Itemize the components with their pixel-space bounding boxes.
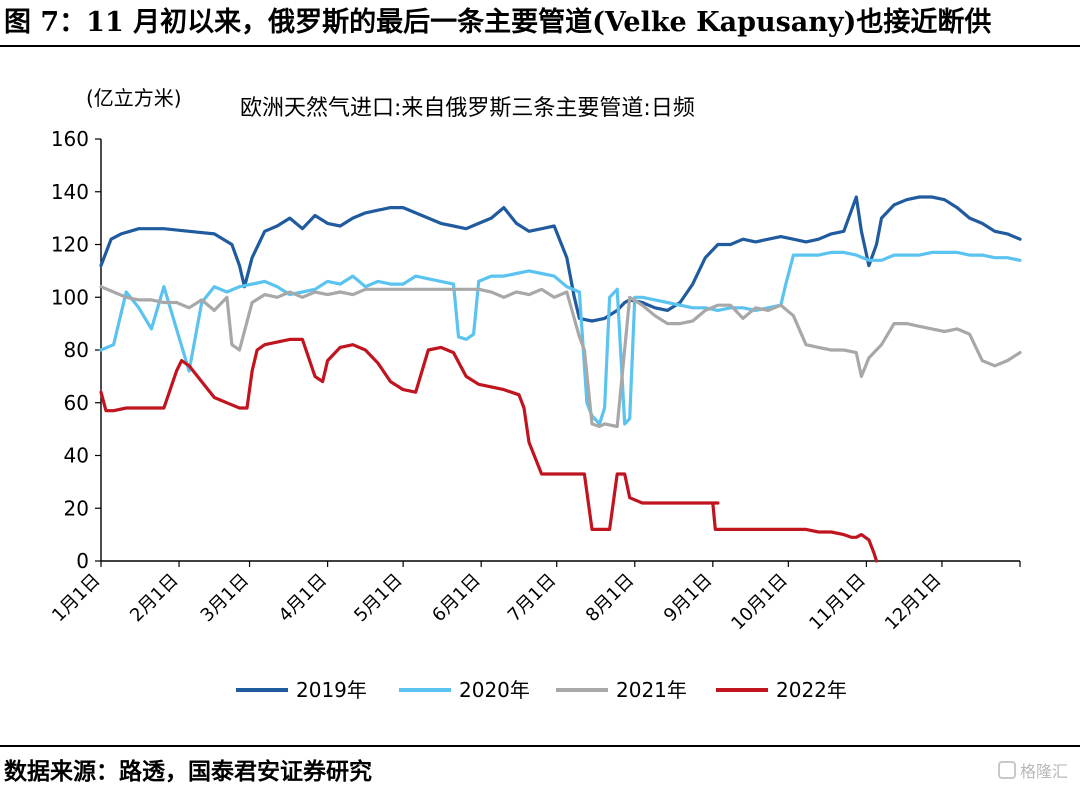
series-line-2022年 — [99, 337, 879, 563]
data-source-note: 数据来源：路透，国泰君安证券研究 — [4, 758, 372, 785]
chart-title: 欧洲天然气进口:来自俄罗斯三条主要管道:日频 — [240, 96, 695, 121]
x-tick-label: 2月1日 — [126, 570, 183, 627]
series-line-2019年 — [99, 195, 1022, 323]
series-line-2021年 — [99, 285, 1022, 429]
y-tick-label: 0 — [76, 549, 89, 573]
legend-label: 2022年 — [776, 678, 847, 702]
x-tick-label: 9月1日 — [660, 570, 717, 627]
legend-label: 2019年 — [296, 678, 367, 702]
y-tick-label: 140 — [51, 180, 89, 204]
y-tick-label: 160 — [51, 127, 89, 151]
y-tick-label: 100 — [51, 285, 89, 309]
x-tick-label: 10月1日 — [727, 570, 792, 635]
x-tick-label: 6月1日 — [428, 570, 485, 627]
y-axis-unit-label: (亿立方米) — [86, 86, 182, 110]
y-tick-label: 120 — [51, 233, 89, 257]
watermark-logo-icon — [997, 761, 1016, 779]
x-tick-label: 11月1日 — [805, 570, 870, 635]
y-tick-label: 20 — [64, 496, 89, 520]
x-tick-label: 7月1日 — [504, 570, 561, 627]
bottom-rule — [0, 745, 1080, 747]
y-tick-label: 40 — [64, 444, 89, 468]
y-tick-label: 80 — [64, 338, 89, 362]
y-tick-label: 60 — [64, 391, 89, 415]
x-tick-label: 8月1日 — [582, 570, 639, 627]
x-tick-label: 4月1日 — [275, 570, 332, 627]
x-tick-label: 12月1日 — [881, 570, 946, 635]
legend-label: 2020年 — [459, 678, 530, 702]
line-chart: 0 20 40 60 80 100 120 140 160 1月1日 2月1日 3月1日 4月1日 5月1… — [48, 127, 1022, 702]
watermark: 格隆汇 — [997, 758, 1068, 782]
watermark-text: 格隆汇 — [1019, 762, 1068, 781]
top-rule — [0, 45, 1080, 47]
figure-title: 图 7：11 月初以来，俄罗斯的最后一条主要管道(Velke Kapusany)… — [4, 7, 992, 38]
x-tick-label: 1月1日 — [48, 570, 105, 627]
x-tick-label: 5月1日 — [350, 570, 407, 627]
series-line-2020年 — [99, 250, 1022, 426]
x-tick-label: 3月1日 — [197, 570, 254, 627]
legend-label: 2021年 — [616, 678, 687, 702]
